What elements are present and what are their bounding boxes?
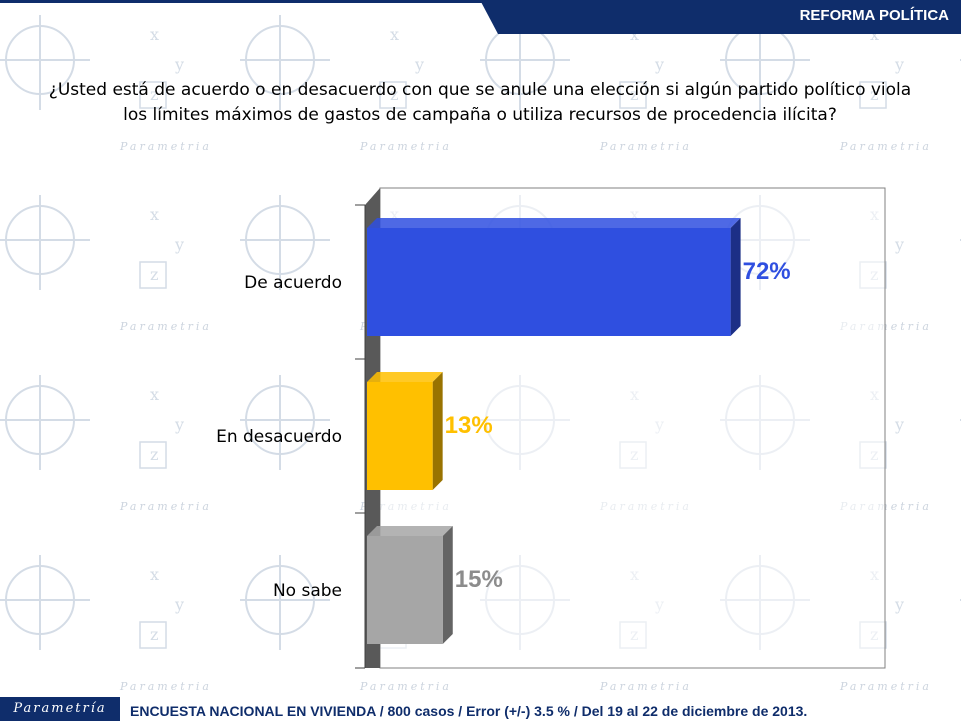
- bar-2: [367, 372, 443, 490]
- question-line-2: los límites máximos de gastos de campaña…: [123, 105, 837, 125]
- category-label-2: En desacuerdo: [216, 427, 342, 447]
- footer-survey-note: ENCUESTA NACIONAL EN VIVIENDA / 800 caso…: [130, 703, 808, 719]
- bar-front-face: [367, 536, 443, 644]
- header-stripe: [0, 0, 961, 3]
- bar-3: [367, 526, 453, 644]
- value-labels: 72% 13% 15%: [445, 258, 791, 593]
- question-text: ¿Usted está de acuerdo o en desacuerdo c…: [20, 78, 940, 128]
- bars-group: [367, 218, 741, 644]
- bar-1: [367, 218, 741, 336]
- value-label-2: 13%: [445, 412, 493, 439]
- header-band: [480, 0, 961, 34]
- value-label-3: 15%: [455, 566, 503, 593]
- bar-front-face: [367, 228, 731, 336]
- category-label-1: De acuerdo: [244, 273, 342, 293]
- bar-side-face: [730, 218, 741, 336]
- bar-side-face: [432, 372, 443, 490]
- footer-logo: Parametría: [0, 697, 120, 721]
- question-line-1: ¿Usted está de acuerdo o en desacuerdo c…: [48, 80, 912, 100]
- category-labels: De acuerdo En desacuerdo No sabe: [216, 273, 342, 601]
- bar-top-face: [367, 372, 443, 382]
- value-label-1: 72%: [743, 258, 791, 285]
- section-title: REFORMA POLÍTICA: [799, 7, 949, 24]
- category-label-3: No sabe: [273, 581, 342, 601]
- bar-front-face: [367, 382, 433, 490]
- bar-top-face: [367, 218, 741, 228]
- bar-top-face: [367, 526, 453, 536]
- bar-side-face: [442, 526, 453, 644]
